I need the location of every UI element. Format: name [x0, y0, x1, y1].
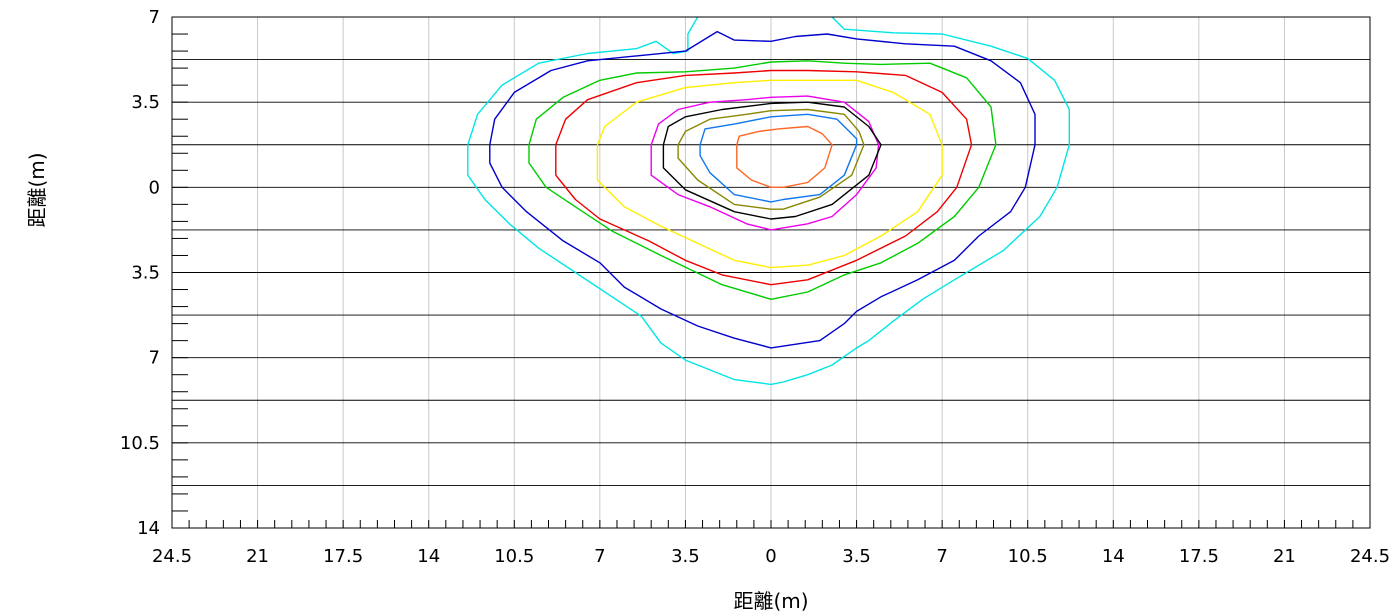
x-tick-label: 10.5 — [1008, 546, 1048, 567]
y-tick-label: 0 — [149, 177, 160, 198]
contour-line — [528, 60, 997, 300]
contour-line — [467, 16, 699, 146]
y-tick-label: 14 — [137, 518, 160, 539]
y-axis-tick-labels: 7 3.5 0 3.5 7 10.5 14 — [120, 7, 160, 539]
y-tick-label: 3.5 — [131, 263, 160, 284]
x-axis-tick-labels: 24.5 21 17.5 14 10.5 7 3.5 0 3.5 7 10.5 14 17.5 21 24.… — [152, 546, 1390, 567]
contour-line — [662, 101, 882, 220]
minor-ticks — [171, 16, 1371, 529]
x-tick-label: 24.5 — [152, 546, 192, 567]
contour-line — [555, 69, 973, 286]
y-tick-label: 7 — [149, 7, 160, 28]
x-tick-label: 14 — [1102, 546, 1125, 567]
y-tick-label: 3.5 — [131, 92, 160, 113]
y-axis-label: 距離(m) — [25, 152, 49, 227]
x-tick-label: 7 — [594, 546, 605, 567]
x-tick-label: 21 — [1273, 546, 1296, 567]
contour-line — [467, 16, 1071, 386]
x-tick-label: 14 — [417, 546, 440, 567]
contour-line — [596, 79, 943, 269]
x-tick-label: 3.5 — [671, 546, 700, 567]
x-tick-label: 17.5 — [1179, 546, 1219, 567]
contour-lines — [467, 16, 1071, 386]
x-tick-label: 7 — [936, 546, 947, 567]
x-tick-label: 10.5 — [494, 546, 534, 567]
horizontal-grid-lines — [172, 59, 1370, 486]
y-tick-label: 7 — [149, 348, 160, 369]
x-tick-label: 21 — [246, 546, 269, 567]
contour-line — [650, 95, 880, 231]
contour-line — [736, 125, 833, 189]
contour-line — [699, 113, 858, 203]
contour-line — [489, 30, 1036, 349]
x-tick-label: 3.5 — [842, 546, 871, 567]
x-axis-label: 距離(m) — [733, 589, 808, 613]
x-tick-label: 24.5 — [1350, 546, 1390, 567]
contour-line — [677, 108, 865, 210]
x-tick-label: 17.5 — [323, 546, 363, 567]
y-tick-label: 10.5 — [120, 433, 160, 454]
x-tick-label: 0 — [765, 546, 776, 567]
